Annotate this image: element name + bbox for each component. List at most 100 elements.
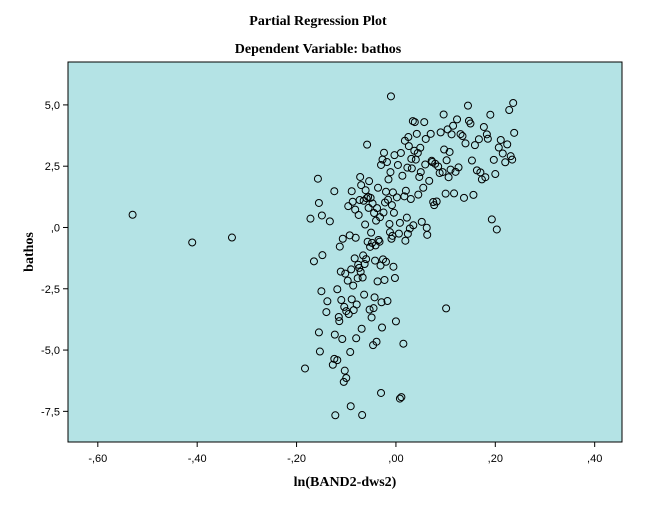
data-point: [374, 183, 383, 192]
data-point: [450, 189, 459, 198]
data-point: [336, 267, 345, 276]
x-axis-ticks: -,60 -,40 -,20 ,00 ,20 ,40: [88, 442, 602, 465]
data-point: [375, 237, 384, 246]
data-point: [444, 173, 453, 182]
data-point: [333, 356, 342, 365]
data-point: [347, 187, 356, 196]
data-point: [409, 221, 418, 230]
data-point: [323, 297, 332, 306]
data-point: [365, 305, 374, 314]
data-point: [360, 260, 369, 269]
data-point: [341, 269, 350, 278]
data-point: [459, 193, 468, 202]
data-point: [380, 148, 389, 157]
x-tick-label: -,60: [88, 453, 107, 465]
data-point: [328, 360, 337, 369]
data-point: [318, 251, 327, 260]
data-point: [479, 122, 488, 131]
data-point: [367, 313, 376, 322]
data-point: [463, 101, 472, 110]
data-point: [351, 233, 360, 242]
data-point: [383, 195, 392, 204]
data-point: [301, 364, 310, 373]
data-point: [380, 275, 389, 284]
data-point: [337, 296, 346, 305]
data-point: [386, 168, 395, 177]
data-point: [466, 119, 475, 128]
data-point: [505, 106, 514, 115]
y-tick-label: -2,5: [41, 284, 60, 296]
data-point: [401, 236, 410, 245]
data-point: [432, 197, 441, 206]
data-point: [436, 128, 445, 137]
data-point: [509, 98, 518, 107]
data-point: [356, 267, 365, 276]
data-point: [402, 213, 411, 222]
data-point: [374, 235, 383, 244]
y-tick-label: 5,0: [45, 100, 60, 112]
data-point: [352, 300, 361, 309]
data-point: [330, 330, 339, 339]
data-point: [417, 217, 426, 226]
data-point: [313, 174, 322, 183]
data-point: [373, 204, 382, 213]
data-point: [401, 186, 410, 195]
data-point: [407, 154, 416, 163]
data-point: [482, 130, 491, 139]
data-point: [461, 139, 470, 148]
data-point: [362, 194, 371, 203]
data-point: [469, 190, 478, 199]
data-point: [355, 263, 364, 272]
data-point: [391, 317, 400, 326]
data-point: [382, 158, 391, 167]
data-point: [357, 324, 366, 333]
data-point: [404, 142, 413, 151]
data-point: [353, 274, 362, 283]
data-point: [389, 262, 398, 271]
data-point: [227, 233, 236, 242]
data-point: [447, 130, 456, 139]
data-point: [407, 164, 416, 173]
x-tick-label: -,40: [188, 453, 207, 465]
x-tick-label: -,20: [287, 453, 306, 465]
data-point: [317, 287, 326, 296]
data-points: [128, 92, 519, 420]
data-point: [314, 198, 323, 207]
data-point: [366, 242, 375, 251]
y-axis-ticks: 5,0 2,5 ,0 -2,5 -5,0 -7,5: [41, 100, 68, 418]
data-point: [393, 160, 402, 169]
data-point: [378, 323, 387, 332]
data-point: [335, 317, 344, 326]
data-point: [371, 256, 380, 265]
data-point: [366, 193, 375, 202]
data-point: [315, 347, 324, 356]
data-point: [344, 202, 353, 211]
data-point: [503, 140, 512, 149]
data-point: [387, 201, 396, 210]
data-point: [421, 134, 430, 143]
data-point: [498, 149, 507, 158]
data-point: [510, 128, 519, 137]
data-point: [322, 308, 331, 317]
data-point: [383, 297, 392, 306]
data-point: [508, 155, 517, 164]
data-point: [379, 208, 388, 217]
data-point: [392, 193, 401, 202]
x-axis-title: ln(BAND2-dws2): [294, 475, 397, 490]
data-point: [384, 175, 393, 184]
data-point: [368, 199, 377, 208]
data-point: [467, 156, 476, 165]
data-point: [360, 290, 369, 299]
data-point: [400, 192, 409, 201]
data-point: [410, 118, 419, 127]
data-point: [496, 135, 505, 144]
data-point: [423, 230, 432, 239]
data-point: [441, 189, 450, 198]
data-point: [346, 402, 355, 411]
x-tick-label: ,20: [488, 453, 503, 465]
data-point: [420, 118, 429, 127]
data-point: [403, 229, 412, 238]
data-point: [446, 165, 455, 174]
data-point: [390, 273, 399, 282]
